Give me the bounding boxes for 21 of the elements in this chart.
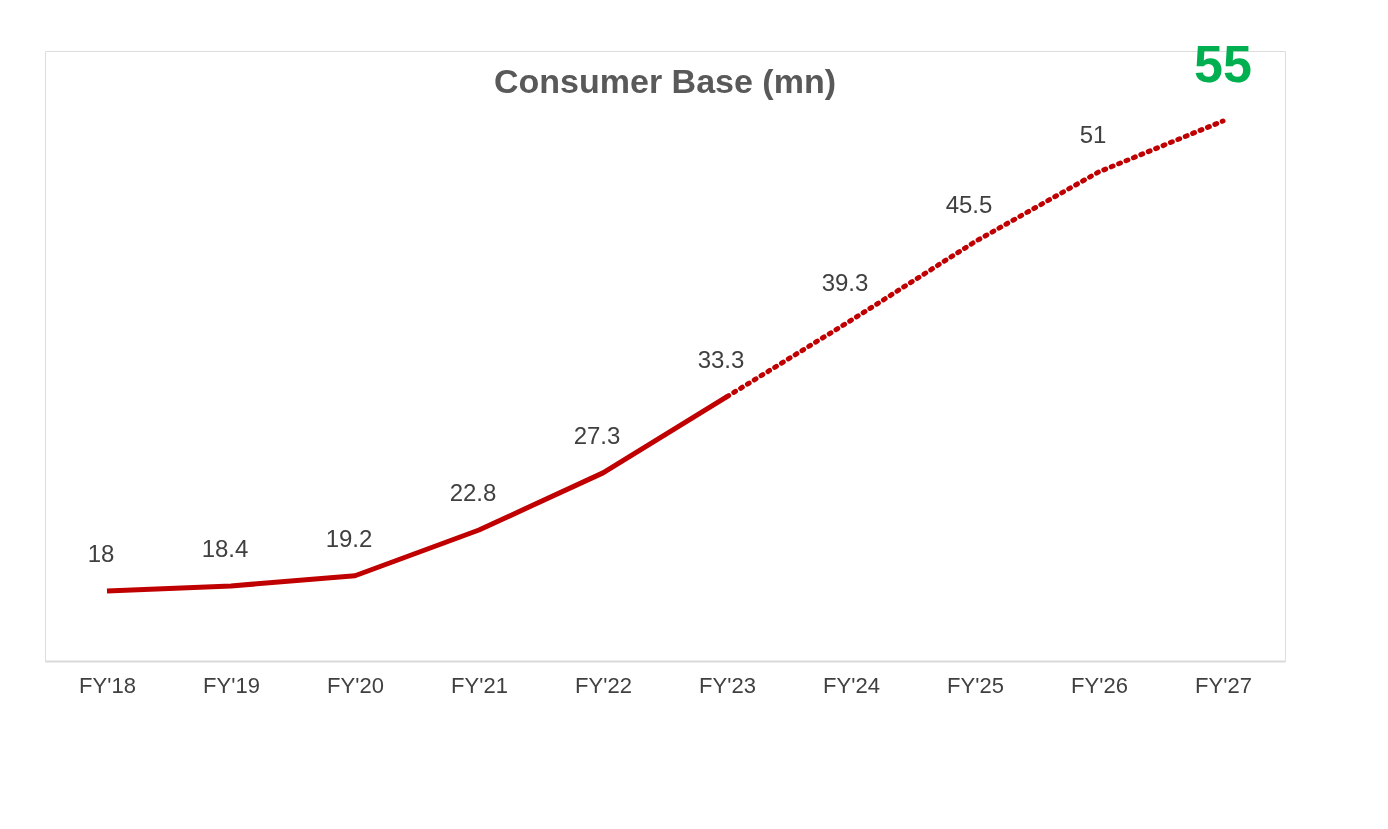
x-tick-label: FY'19: [203, 672, 260, 698]
data-label: 22.8: [449, 479, 497, 507]
data-label: 19.2: [325, 524, 373, 552]
x-tick-label: FY'20: [327, 672, 384, 698]
x-tick-label: FY'22: [575, 672, 632, 698]
data-label: 33.3: [697, 345, 745, 373]
x-tick-label: FY'21: [451, 672, 508, 698]
data-label: 27.3: [573, 421, 621, 449]
data-label: 51: [1079, 120, 1107, 148]
data-label: 18.4: [201, 534, 249, 562]
x-tick-label: FY'18: [79, 672, 136, 698]
chart-title: Consumer Base (mn): [494, 62, 836, 100]
data-label: 45.5: [945, 190, 993, 218]
annotation: 55: [1194, 35, 1252, 93]
data-label: 18: [87, 540, 115, 567]
data-label: 39.3: [821, 269, 869, 297]
x-tick-label: FY'25: [947, 672, 1004, 698]
x-tick-label: FY'27: [1195, 672, 1252, 698]
x-tick-label: FY'23: [699, 672, 756, 698]
x-tick-label: FY'24: [823, 672, 880, 698]
x-tick-label: FY'26: [1071, 672, 1128, 698]
